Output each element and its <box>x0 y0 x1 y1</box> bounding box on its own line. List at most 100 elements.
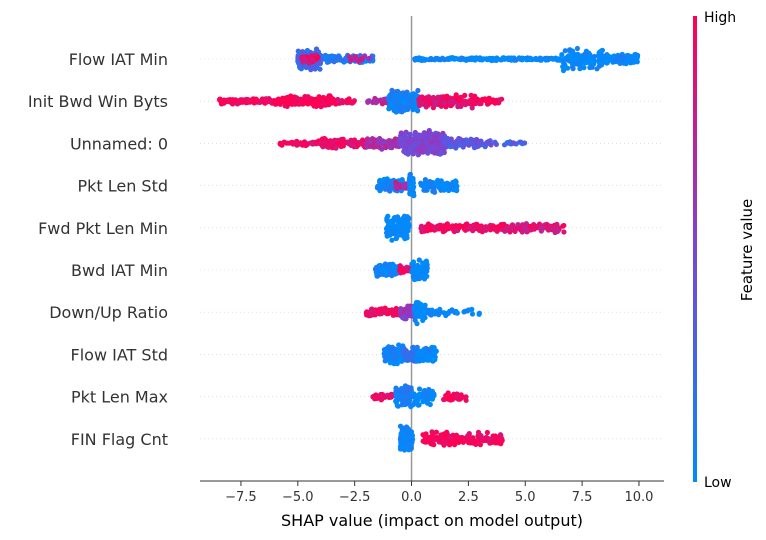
shap-dot <box>303 57 309 63</box>
shap-dot <box>398 142 404 148</box>
shap-dot <box>623 61 629 67</box>
shap-dot <box>377 178 383 184</box>
shap-dot <box>462 437 468 443</box>
shap-dot <box>348 57 354 63</box>
shap-dot <box>239 99 245 105</box>
x-tick-label: 5.0 <box>515 490 536 505</box>
shap-dot <box>364 309 370 315</box>
shap-dot <box>493 141 499 147</box>
shap-dot <box>432 311 438 317</box>
shap-dot <box>407 191 413 197</box>
shap-dot <box>401 100 407 106</box>
shap-dot <box>370 53 376 59</box>
shap-dot <box>485 96 491 103</box>
shap-dot <box>607 57 613 63</box>
shap-dot <box>411 91 417 97</box>
x-tick-label: 10.0 <box>625 490 654 505</box>
shap-dot <box>388 140 394 146</box>
shap-dot <box>422 438 428 444</box>
shap-dot <box>449 223 456 229</box>
shap-dot <box>560 59 567 65</box>
shap-dot <box>405 435 411 441</box>
feature-row <box>383 213 567 243</box>
shap-dot <box>284 98 290 105</box>
shap-dot <box>424 273 430 279</box>
shap-dot <box>368 143 374 149</box>
shap-dot <box>384 225 390 231</box>
shap-dot <box>400 386 407 392</box>
shap-dot <box>395 232 401 239</box>
shap-dot <box>411 346 417 353</box>
shap-dot <box>562 48 568 54</box>
shap-dot <box>466 225 472 231</box>
shap-dot <box>307 65 314 71</box>
shap-dot <box>289 139 295 145</box>
shap-dot <box>567 55 573 61</box>
shap-dot <box>447 442 453 448</box>
shap-dot <box>368 312 374 319</box>
feature-label: Pkt Len Std <box>77 177 168 196</box>
shap-dot <box>433 138 439 144</box>
shap-dot <box>393 109 399 115</box>
shap-dot <box>472 57 478 63</box>
shap-dot <box>412 142 419 148</box>
x-tick-label: 7.5 <box>572 490 593 505</box>
shap-dot <box>415 87 421 94</box>
shap-dot <box>381 96 387 102</box>
shap-dot <box>322 139 328 145</box>
shap-dot <box>422 177 428 183</box>
shap-dot <box>633 56 639 62</box>
shap-dot <box>431 350 437 356</box>
shap-dot <box>504 140 510 146</box>
shap-dot <box>538 228 545 234</box>
shap-dot <box>520 56 526 62</box>
colorbar-low-label: Low <box>704 475 732 491</box>
shap-dot <box>364 136 371 142</box>
shap-dot <box>555 228 561 234</box>
shap-dot <box>305 95 311 101</box>
shap-dot <box>414 399 420 405</box>
shap-dot <box>575 51 581 58</box>
shap-dot <box>527 223 533 229</box>
shap-dot <box>476 437 482 443</box>
shap-dot <box>569 60 575 66</box>
shap-dot <box>484 101 491 107</box>
shap-dot <box>323 54 329 60</box>
shap-dot <box>420 432 426 438</box>
shap-dot <box>424 392 430 398</box>
x-tick-label: 2.5 <box>458 490 479 505</box>
x-axis-ticks: −7.5 −5.0 −2.5 0.0 2.5 5.0 7.5 10.0 <box>225 481 653 505</box>
shap-dot <box>388 271 394 277</box>
shap-dot <box>336 98 342 104</box>
shap-dot <box>453 308 459 314</box>
shap-dot <box>423 57 429 63</box>
feature-label: Flow IAT Min <box>69 50 168 69</box>
shap-dot <box>401 397 407 403</box>
shap-dot <box>357 57 363 64</box>
shap-dot <box>268 99 274 105</box>
x-tick-label: −5.0 <box>282 490 314 505</box>
shap-dot <box>309 57 315 63</box>
shap-dot <box>444 184 450 190</box>
shap-dot <box>483 224 489 230</box>
shap-dot <box>427 346 434 352</box>
shap-dot <box>334 55 340 61</box>
shap-dot <box>470 437 476 443</box>
shap-dot <box>415 266 421 272</box>
shap-dot <box>427 100 433 106</box>
shap-dot <box>398 104 404 110</box>
shap-dot <box>423 187 429 193</box>
shap-dot <box>438 135 444 142</box>
shap-dot <box>387 144 393 151</box>
shap-dot <box>313 46 320 52</box>
shap-dot <box>431 357 437 363</box>
shap-dot <box>365 98 371 104</box>
shap-dot <box>548 55 555 61</box>
shap-dot <box>349 100 355 106</box>
shap-dot <box>508 57 514 63</box>
shap-dot <box>409 176 415 182</box>
shap-dot <box>574 45 581 52</box>
feature-label: Down/Up Ratio <box>49 303 168 322</box>
feature-row <box>217 87 505 115</box>
shap-dot <box>416 351 422 357</box>
